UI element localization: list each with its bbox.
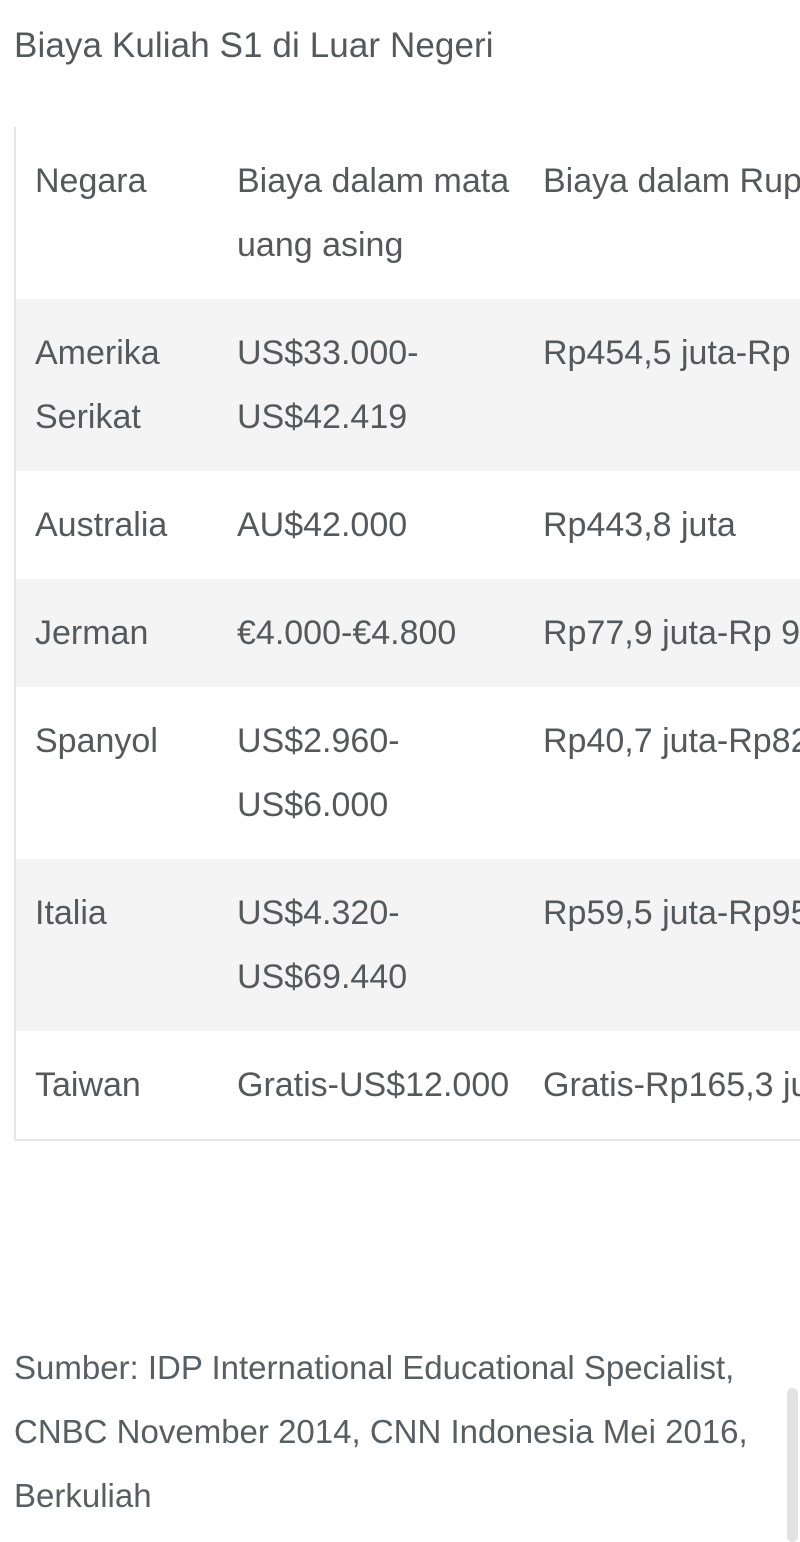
table-row: Australia AU$42.000 Rp443,8 juta xyxy=(15,471,800,579)
cell-negara: Spanyol xyxy=(15,687,218,859)
tuition-cost-table: Negara Biaya dalam mata uang asing Biaya… xyxy=(14,127,800,1141)
table-row: Italia US$4.320-US$69.440 Rp59,5 juta-Rp… xyxy=(15,859,800,1031)
table-header-row: Negara Biaya dalam mata uang asing Biaya… xyxy=(15,127,800,299)
table-row: Taiwan Gratis-US$12.000 Gratis-Rp165,3 j… xyxy=(15,1031,800,1140)
cell-negara: Amerika Serikat xyxy=(15,299,218,471)
cell-biaya-rupiah: Rp443,8 juta xyxy=(524,471,800,579)
cell-biaya-rupiah: Rp59,5 juta-Rp956,5 juta xyxy=(524,859,800,1031)
table-row: Spanyol US$2.960-US$6.000 Rp40,7 juta-Rp… xyxy=(15,687,800,859)
table-body: Amerika Serikat US$33.000-US$42.419 Rp45… xyxy=(15,299,800,1140)
cell-biaya-asing: US$4.320-US$69.440 xyxy=(218,859,524,1031)
page-title: Biaya Kuliah S1 di Luar Negeri xyxy=(14,26,494,65)
table-scroll-container[interactable]: Negara Biaya dalam mata uang asing Biaya… xyxy=(14,127,800,1299)
cell-biaya-asing: €4.000-€4.800 xyxy=(218,579,524,687)
cell-biaya-rupiah: Gratis-Rp165,3 juta xyxy=(524,1031,800,1140)
table-header: Negara Biaya dalam mata uang asing Biaya… xyxy=(15,127,800,299)
cell-biaya-asing: US$2.960-US$6.000 xyxy=(218,687,524,859)
vertical-scrollbar-thumb[interactable] xyxy=(787,1388,798,1542)
cell-negara: Italia xyxy=(15,859,218,1031)
column-header-biaya-rupiah: Biaya dalam Rupiah* xyxy=(524,127,800,299)
cell-biaya-rupiah: Rp454,5 juta-Rp 584,3 juta xyxy=(524,299,800,471)
table-row: Amerika Serikat US$33.000-US$42.419 Rp45… xyxy=(15,299,800,471)
cell-negara: Taiwan xyxy=(15,1031,218,1140)
column-header-biaya-mata-uang-asing: Biaya dalam mata uang asing xyxy=(218,127,524,299)
cell-negara: Australia xyxy=(15,471,218,579)
table-row: Jerman €4.000-€4.800 Rp77,9 juta-Rp 93,5… xyxy=(15,579,800,687)
column-header-negara: Negara xyxy=(15,127,218,299)
cell-negara: Jerman xyxy=(15,579,218,687)
source-note: Sumber: IDP International Educational Sp… xyxy=(14,1349,748,1514)
cell-biaya-asing: AU$42.000 xyxy=(218,471,524,579)
cell-biaya-rupiah: Rp40,7 juta-Rp82,6 juta xyxy=(524,687,800,859)
cell-biaya-asing: US$33.000-US$42.419 xyxy=(218,299,524,471)
cell-biaya-rupiah: Rp77,9 juta-Rp 93,5 juta xyxy=(524,579,800,687)
cell-biaya-asing: Gratis-US$12.000 xyxy=(218,1031,524,1140)
vertical-scrollbar-track[interactable] xyxy=(786,0,800,1542)
